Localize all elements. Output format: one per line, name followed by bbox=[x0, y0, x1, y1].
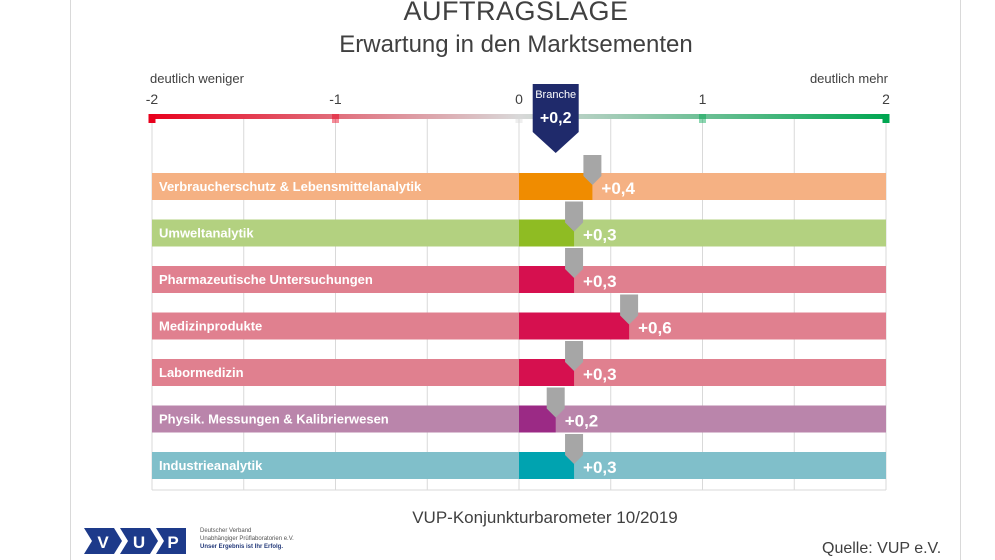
category-label: Umweltanalytik bbox=[159, 226, 254, 241]
scale-bar bbox=[149, 114, 889, 119]
scale-tick-mark bbox=[515, 114, 523, 123]
category-label: Industrieanalytik bbox=[159, 458, 263, 473]
scale-tick-mark bbox=[882, 114, 890, 123]
value-label: +0,3 bbox=[583, 365, 617, 384]
value-label: +0,6 bbox=[638, 319, 672, 338]
frame-line-left bbox=[70, 0, 71, 560]
tick-label: 1 bbox=[699, 91, 707, 107]
value-pointer bbox=[565, 341, 584, 371]
tick-label: -2 bbox=[146, 91, 159, 107]
scale-tick-mark bbox=[332, 114, 339, 123]
vup-logo: V U P Deutscher Verband Unabhängiger Prü… bbox=[84, 526, 324, 560]
value-bar bbox=[519, 219, 575, 247]
tick-label: 2 bbox=[882, 91, 890, 107]
value-bar bbox=[519, 359, 575, 386]
value-label: +0,3 bbox=[583, 226, 617, 245]
value-label: +0,3 bbox=[583, 272, 617, 291]
value-pointer bbox=[565, 434, 584, 464]
category-label: Labormedizin bbox=[159, 365, 244, 380]
scale-left-label: deutlich weniger bbox=[150, 71, 244, 86]
scale-tick-mark bbox=[699, 114, 706, 123]
value-bar bbox=[519, 173, 593, 200]
logo-line-2: Unabhängiger Prüflaboratorien e.V. bbox=[200, 536, 294, 542]
value-pointer bbox=[565, 201, 584, 232]
value-bar bbox=[519, 452, 575, 479]
tick-label: -1 bbox=[329, 91, 342, 107]
frame-line-right bbox=[960, 0, 961, 560]
value-bar bbox=[519, 312, 630, 340]
source-note: Quelle: VUP e.V. bbox=[822, 540, 942, 557]
value-pointer bbox=[546, 387, 565, 418]
value-bar bbox=[519, 266, 575, 293]
value-pointer bbox=[620, 294, 639, 325]
value-pointer bbox=[565, 248, 584, 278]
chart-svg: -2 -1 0 1 2 Verbraucherschutz & Lebensmittela… bbox=[146, 84, 890, 491]
branche-marker bbox=[532, 84, 579, 153]
category-label: Physik. Messungen & Kalibrierwesen bbox=[159, 412, 389, 427]
category-label: Pharmazeutische Untersuchungen bbox=[159, 272, 373, 287]
logo-letter-u: U bbox=[133, 533, 145, 552]
tick-label: 0 bbox=[515, 91, 523, 107]
category-label: Verbraucherschutz & Lebensmittelanalytik bbox=[159, 179, 422, 194]
logo-letter-v: V bbox=[97, 533, 109, 552]
scale-right-label: deutlich mehr bbox=[809, 71, 888, 86]
chart-subtitle: Erwartung in den Marktsementen bbox=[339, 31, 693, 58]
logo-line-1: Deutscher Verband bbox=[200, 528, 252, 534]
value-label: +0,3 bbox=[583, 458, 617, 477]
scale-tick-mark bbox=[148, 114, 156, 123]
value-label: +0,4 bbox=[601, 179, 635, 198]
category-label: Medizinprodukte bbox=[159, 319, 262, 334]
logo-letter-p: P bbox=[167, 533, 178, 552]
logo-slogan: Unser Ergebnis ist Ihr Erfolg. bbox=[200, 544, 284, 550]
value-pointer bbox=[583, 155, 602, 185]
branche-value: +0,2 bbox=[540, 110, 572, 127]
vup-logo-mark: V U P bbox=[84, 528, 186, 554]
branche-label: Branche bbox=[535, 89, 576, 101]
chart-footer: VUP-Konjunkturbarometer 10/2019 bbox=[412, 508, 678, 527]
value-label: +0,2 bbox=[565, 412, 599, 431]
chart-title: AUFTRAGSLAGE bbox=[403, 0, 629, 26]
